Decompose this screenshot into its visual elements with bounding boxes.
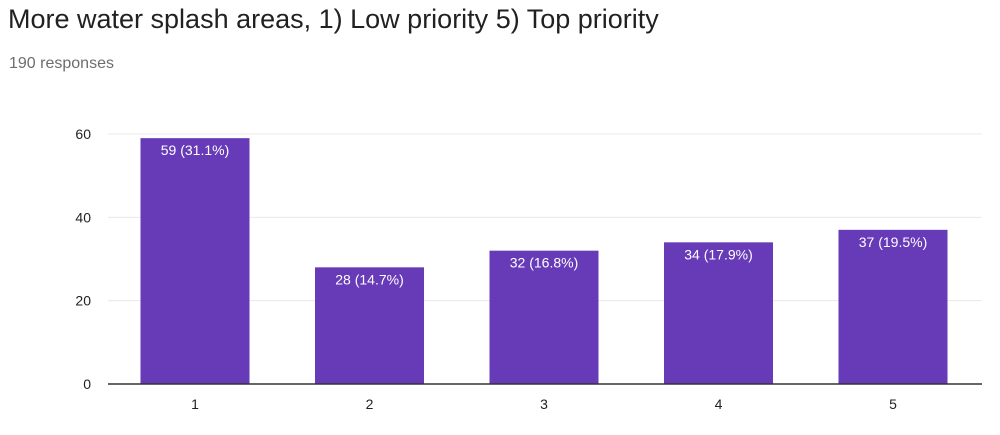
bar [489, 250, 599, 384]
y-axis-ticks: 0 20 40 60 [75, 126, 91, 392]
x-tick-label: 1 [191, 396, 199, 412]
bars [140, 138, 948, 384]
x-tick-label: 2 [366, 396, 374, 412]
bar [315, 267, 424, 384]
y-tick-label: 20 [75, 293, 91, 309]
bar-data-labels: 59 (31.1%) 28 (14.7%) 32 (16.8%) 34 (17.9%)… [161, 142, 927, 287]
bar-data-label: 37 (19.5%) [859, 234, 927, 250]
y-tick-label: 60 [75, 126, 91, 142]
bar [664, 242, 773, 384]
x-tick-label: 4 [715, 396, 723, 412]
bar [140, 138, 250, 384]
bar-data-label: 28 (14.7%) [335, 271, 403, 287]
x-tick-label: 5 [889, 396, 897, 412]
x-tick-label: 3 [540, 396, 548, 412]
y-tick-label: 40 [75, 209, 91, 225]
x-axis-ticks: 1 2 3 4 5 [191, 396, 897, 412]
bar-data-label: 32 (16.8%) [510, 255, 578, 271]
bar-data-label: 59 (31.1%) [161, 142, 229, 158]
bar-data-label: 34 (17.9%) [684, 246, 752, 262]
y-tick-label: 0 [83, 376, 91, 392]
bar [838, 229, 948, 384]
chart-title: More water splash areas, 1) Low priority… [8, 4, 659, 34]
response-count: 190 responses [9, 55, 114, 72]
